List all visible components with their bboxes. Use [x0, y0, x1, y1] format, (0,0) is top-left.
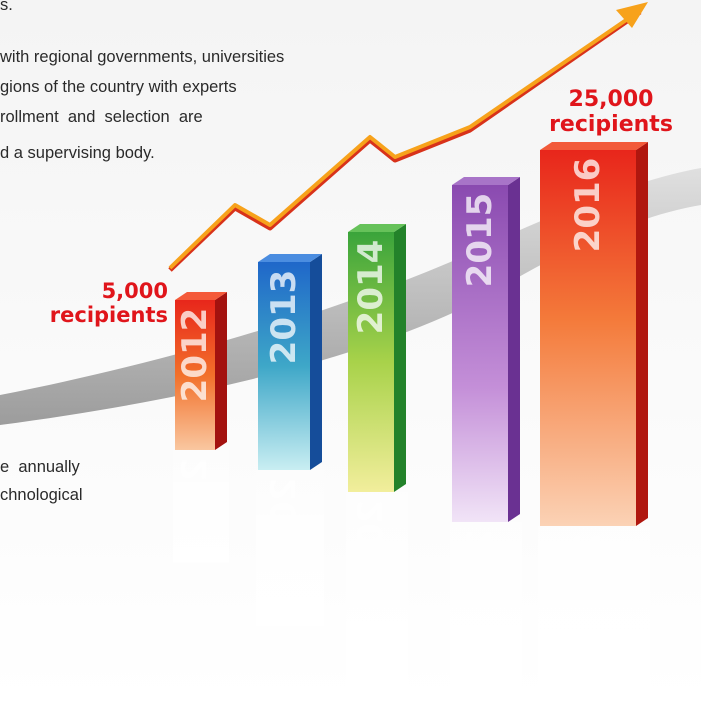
- callout-unit: recipients: [50, 303, 168, 327]
- text-line: with regional governments, universities: [0, 48, 284, 66]
- callout-amount: 5,000: [102, 279, 168, 303]
- bar-front: [258, 262, 310, 470]
- trend-line: [168, 14, 634, 270]
- bar-label-reflection: 2015: [460, 530, 500, 625]
- text-line: gions of the country with experts: [0, 78, 237, 96]
- bar-label-reflection: 2016: [568, 534, 608, 629]
- reflection-fade: [256, 470, 324, 626]
- callout-unit: recipients: [549, 112, 673, 137]
- bar-front: [348, 232, 394, 492]
- bar-label: 2012: [175, 308, 215, 403]
- bar-label: 2016: [568, 158, 608, 253]
- bar-side: [394, 224, 406, 492]
- bar-front: [452, 185, 508, 522]
- bar-top: [540, 142, 648, 150]
- bar-side: [636, 142, 648, 526]
- bar-front: [175, 300, 215, 450]
- bar-top: [348, 224, 406, 232]
- bar-side: [310, 254, 322, 470]
- arrow-head: [616, 2, 648, 28]
- reflection-fade: [538, 526, 650, 690]
- bar-label-reflection: 2012: [175, 458, 215, 553]
- callout-amount: 25,000: [569, 87, 654, 112]
- bars: 2012 2012 2013 2013 2014 2014 2015 2015 2016 2016: [173, 142, 650, 690]
- bar-side: [508, 177, 520, 522]
- reflection-fade: [173, 450, 229, 563]
- bar-front: [540, 150, 636, 526]
- bar-top: [452, 177, 520, 185]
- bar-top: [175, 292, 227, 300]
- bar-label: 2015: [460, 193, 500, 288]
- bar-label: 2014: [351, 240, 391, 335]
- trend-line-shadow: [168, 9, 642, 272]
- text-line: d a supervising body.: [0, 144, 155, 162]
- bar-label-reflection: 2014: [351, 500, 391, 595]
- text-line: chnological: [0, 486, 83, 504]
- reflection-fade: [346, 492, 408, 687]
- bar-side: [215, 292, 227, 450]
- bar-top: [258, 254, 322, 262]
- bar-label-reflection: 2013: [264, 478, 304, 573]
- text-line: e annually: [0, 458, 81, 476]
- text-line: rollment and selection are: [0, 108, 203, 126]
- text-line: s.: [0, 0, 13, 14]
- bar-label: 2013: [264, 270, 304, 365]
- reflection-fade: [450, 522, 522, 690]
